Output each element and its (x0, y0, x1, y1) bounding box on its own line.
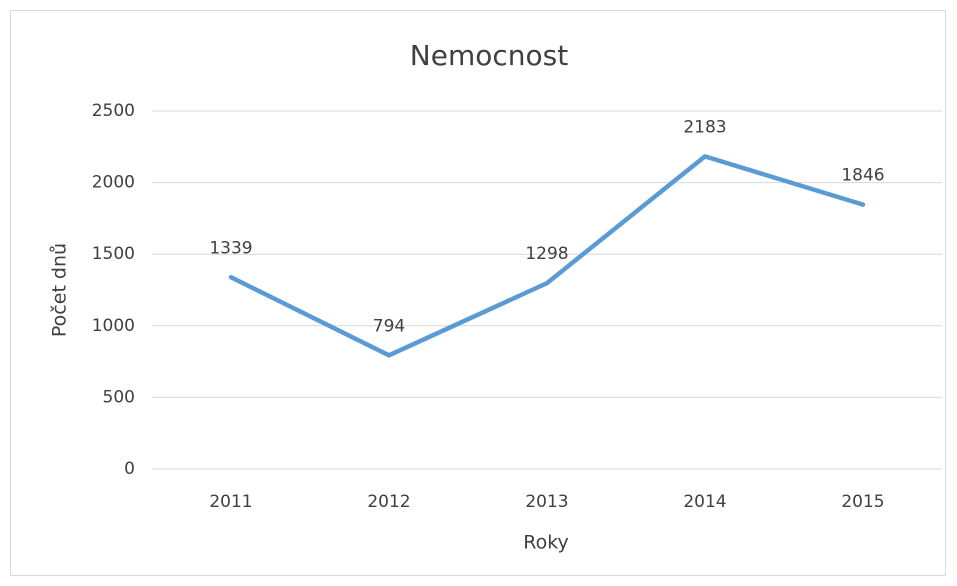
y-tick-label: 1000 (92, 316, 135, 336)
y-tick-label: 1500 (92, 244, 135, 264)
y-tick-label: 0 (124, 459, 135, 479)
data-label: 1298 (525, 244, 568, 264)
line-series (228, 154, 866, 358)
data-label: 794 (373, 316, 405, 336)
x-tick-label: 2012 (367, 492, 410, 512)
x-tick-label: 2011 (209, 492, 252, 512)
x-tick-label: 2015 (841, 492, 884, 512)
x-tick-label: 2014 (683, 492, 726, 512)
chart-border (10, 10, 946, 576)
y-axis-label: Počet dnů (49, 243, 71, 337)
x-tick-label: 2013 (525, 492, 568, 512)
data-label: 2183 (683, 117, 726, 137)
data-label: 1339 (209, 238, 252, 258)
y-tick-label: 2500 (92, 101, 135, 121)
data-label: 1846 (841, 166, 884, 186)
chart-title: Nemocnost (410, 39, 568, 72)
x-axis-label: Roky (523, 532, 569, 554)
y-tick-label: 2000 (92, 173, 135, 193)
y-tick-label: 500 (103, 387, 135, 407)
